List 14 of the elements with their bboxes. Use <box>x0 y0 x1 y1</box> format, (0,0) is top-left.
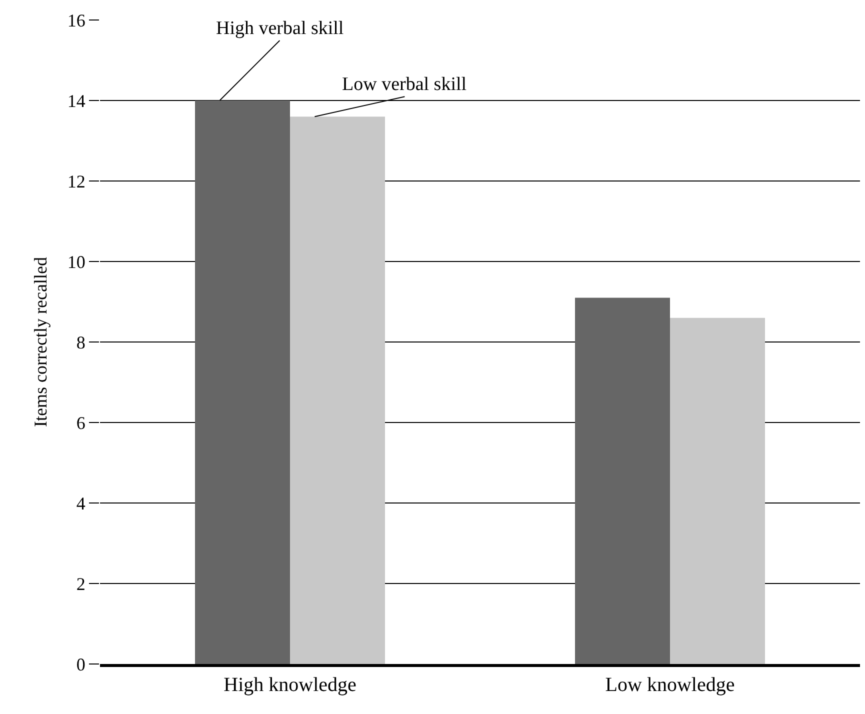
series-label: Low verbal skill <box>342 74 467 95</box>
x-tick-label: High knowledge <box>224 674 356 696</box>
y-tick-label: 8 <box>76 332 86 352</box>
y-tick-label: 14 <box>67 90 86 111</box>
y-tick-label: 6 <box>76 412 86 433</box>
y-tick-label: 0 <box>76 654 86 674</box>
text: High verbal skill <box>216 18 344 39</box>
x-tick-label: Low knowledge <box>605 674 735 696</box>
y-axis-title: Items correctly recalled <box>30 257 51 427</box>
y-tick-label: 4 <box>76 493 86 514</box>
y-tick-label: 12 <box>67 171 86 192</box>
y-tick-label: 2 <box>76 574 86 594</box>
y-tick-label: 16 <box>67 10 86 30</box>
y-tick-label: 10 <box>67 252 86 272</box>
